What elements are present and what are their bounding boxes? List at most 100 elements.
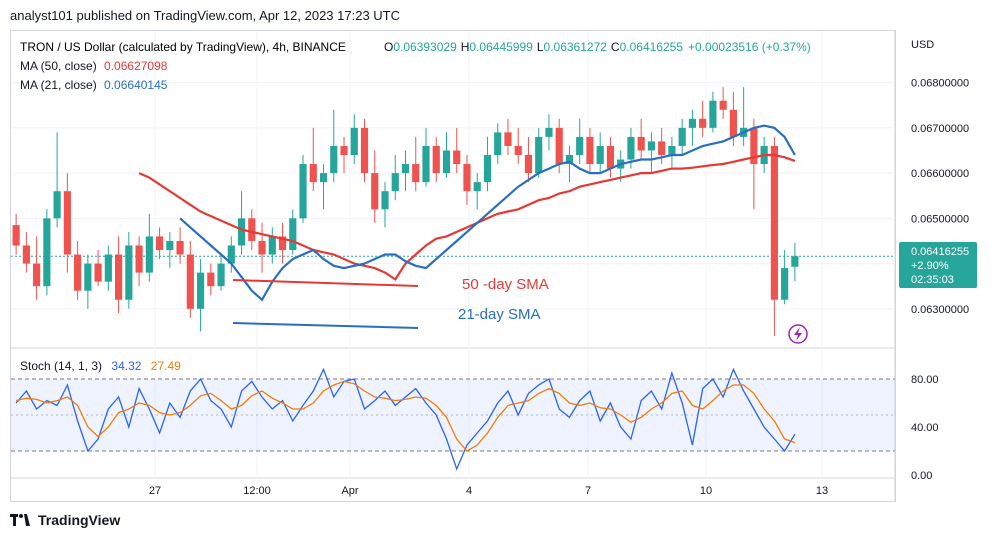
candle-body	[565, 155, 574, 165]
candle-body	[84, 263, 92, 291]
sma21-annotation-line	[232, 322, 419, 329]
price-tick: 0.06800000	[911, 78, 969, 90]
ma21-line	[179, 124, 796, 302]
time-tick: 7	[585, 485, 591, 497]
candle-body	[545, 127, 553, 137]
legend-ohlc: O0.06393029 H0.06445999 L0.06361272 C0.0641…	[384, 40, 811, 54]
stoch-d-value: 27.49	[151, 359, 181, 373]
candle-body	[719, 100, 727, 110]
time-tick: 4	[466, 485, 472, 497]
tradingview-logo-icon	[10, 514, 30, 526]
candle-body	[350, 127, 358, 155]
stoch-lines	[15, 367, 796, 471]
candle-body	[237, 218, 246, 246]
candle-body	[483, 155, 492, 183]
price-tick: 0.06600000	[911, 168, 969, 180]
candle-body	[463, 164, 471, 192]
candle-body	[340, 145, 348, 155]
footer: TradingView	[10, 512, 120, 528]
candle-body	[504, 132, 512, 146]
candle-body	[709, 100, 717, 128]
candle-body	[309, 164, 317, 183]
candle-body	[658, 141, 666, 155]
candle-body	[606, 145, 615, 169]
ma50-line	[138, 153, 796, 281]
stoch-tick: 80.00	[911, 374, 939, 386]
candle-body	[125, 245, 133, 300]
grid	[11, 31, 895, 478]
legend-title: TRON / US Dollar (calculated by TradingV…	[20, 40, 346, 54]
currency-label: USD	[911, 39, 934, 51]
candle-body	[401, 164, 410, 174]
ohlc-values: O0.06393029 H0.06445999 L0.06361272 C0.0641…	[384, 40, 811, 54]
candle-body	[371, 173, 379, 210]
candle-body	[535, 136, 543, 174]
candle-body	[494, 132, 502, 155]
candle-body	[514, 145, 522, 155]
candle-body	[381, 191, 389, 210]
price-tick: 0.06700000	[911, 123, 969, 135]
candle-body	[391, 173, 399, 192]
stoch-k-value: 34.32	[111, 359, 141, 373]
candle-body	[43, 218, 51, 287]
sma50-annotation: 50 -day SMA	[462, 276, 549, 293]
candle-body	[422, 145, 430, 183]
stoch-axis[interactable]: 80.00 40.00 0.00	[911, 374, 939, 482]
candle-body	[299, 164, 307, 219]
candle-body	[360, 127, 369, 174]
candle-body	[166, 240, 174, 250]
candle-body	[155, 236, 164, 250]
candle-body	[647, 141, 656, 151]
ma21-value: 0.06640145	[104, 78, 168, 92]
legend-ma50: MA (50, close) 0.06627098	[20, 59, 168, 73]
candle-body	[135, 245, 143, 273]
candle-body	[63, 191, 71, 255]
time-axis[interactable]: 27 12:00 Apr 4 7 10 13	[149, 485, 828, 497]
sma21-annotation: 21-day SMA	[458, 306, 541, 323]
candle-body	[145, 236, 153, 273]
time-tick: 10	[700, 485, 712, 497]
bar-countdown: 02:35:03	[911, 274, 954, 286]
candle-body	[688, 118, 696, 128]
candle-body	[74, 254, 82, 291]
candle-body	[330, 145, 338, 174]
stoch-tick: 40.00	[911, 422, 939, 434]
candle-body	[770, 145, 778, 300]
candle-body	[750, 127, 758, 165]
ma50-label: MA (50, close)	[20, 59, 97, 73]
candle-body	[791, 256, 799, 267]
price-pane[interactable]	[11, 31, 895, 348]
candle-body	[217, 263, 225, 287]
candle-body	[115, 254, 123, 300]
moving-averages	[138, 124, 796, 302]
stoch-band	[11, 378, 895, 452]
candle-body	[432, 145, 440, 174]
candle-body	[176, 240, 184, 255]
stoch-k-line	[15, 367, 796, 471]
candle-body	[53, 191, 61, 219]
stoch-tick: 0.00	[911, 470, 932, 482]
current-change: +2.90%	[911, 260, 949, 272]
price-axis[interactable]: 0.06800000 0.06700000 0.06600000 0.06500000…	[911, 78, 969, 316]
candle-body	[33, 263, 41, 287]
candle-body	[678, 127, 686, 146]
candle-body	[227, 245, 235, 264]
time-tick: 12:00	[243, 485, 271, 497]
candle-body	[22, 245, 30, 264]
candle-body	[186, 254, 194, 309]
candle-body	[196, 272, 205, 309]
stoch-legend: Stoch (14, 1, 3) 34.32 27.49	[20, 359, 181, 373]
publisher-line: analyst101 published on TradingView.com,…	[10, 8, 401, 23]
candle-body	[596, 145, 604, 165]
candle-body	[258, 240, 266, 255]
candle-body	[576, 136, 584, 155]
ma50-value: 0.06627098	[104, 59, 168, 73]
time-tick: 13	[816, 485, 828, 497]
candle-body	[699, 118, 707, 128]
candle-body	[729, 109, 737, 137]
candle-body	[524, 155, 533, 174]
lightning-icon[interactable]	[788, 324, 808, 344]
footer-brand[interactable]: TradingView	[38, 512, 121, 528]
price-tick: 0.06500000	[911, 213, 969, 225]
